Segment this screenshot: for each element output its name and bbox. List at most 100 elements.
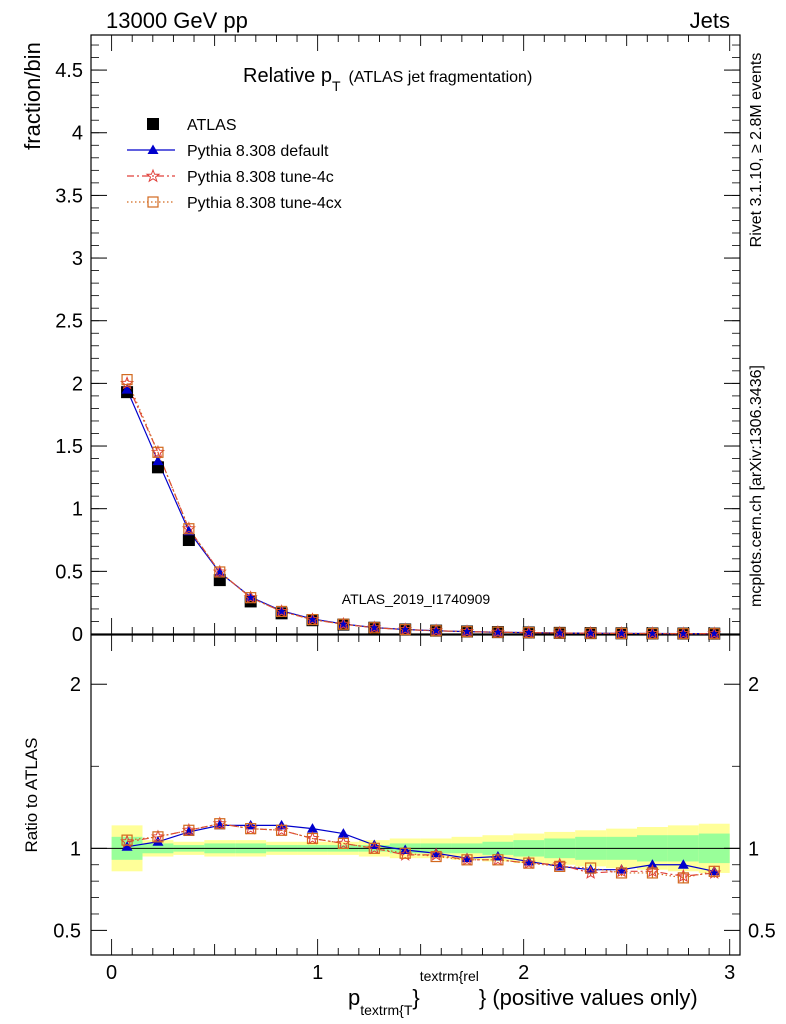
main-point-tune4cx xyxy=(368,622,380,634)
main-point-tune4c xyxy=(120,375,135,390)
main-ytick-label: 1 xyxy=(72,499,83,521)
main-plot-frame xyxy=(90,34,741,635)
ratio-point-tune4c xyxy=(243,821,258,835)
legend-label-tune4c: Pythia 8.308 tune-4c xyxy=(187,169,334,186)
main-point-tune4cx xyxy=(554,627,566,639)
legend-marker-tune4c xyxy=(145,168,161,183)
ratio-point-tune4cx xyxy=(368,842,380,854)
ratio-point-tune4c xyxy=(212,816,227,830)
ratio-point-tune4cx xyxy=(708,865,720,877)
main-ylabel: fraction/bin xyxy=(20,42,45,150)
x-axis-label-p: p xyxy=(348,985,360,1010)
ratio-point-tune4cx xyxy=(306,832,319,845)
legend-label-tune4cx: Pythia 8.308 tune-4cx xyxy=(187,195,342,212)
ratio-ytick-label: 2 xyxy=(70,674,81,696)
ratio-point-tune4c xyxy=(552,857,567,871)
main-ytick-label: 2.5 xyxy=(55,311,83,333)
main-ytick-label: 2 xyxy=(72,373,83,395)
main-point-tune4c xyxy=(521,625,536,639)
ratio-ytick-label-right: 1 xyxy=(748,838,759,860)
ratio-point-tune4c xyxy=(645,863,660,878)
ratio-point-tune4c xyxy=(490,852,505,866)
main-ytick-label: 0 xyxy=(72,624,83,646)
ratio-point-tune4c xyxy=(120,834,135,848)
xtick-label: 1 xyxy=(312,962,323,984)
ratio-point-tune4c xyxy=(398,847,413,861)
main-point-tune4cx xyxy=(214,566,226,578)
x-axis-label-sup: textrm{rel xyxy=(420,968,479,984)
main-point-tune4c xyxy=(676,626,691,640)
main-point-tune4cx xyxy=(337,618,349,630)
ratio-point-tune4cx xyxy=(523,857,535,869)
x-axis-label-brace: } xyxy=(412,985,419,1010)
ratio-point-tune4cx xyxy=(337,837,349,850)
header-left: 13000 GeV pp xyxy=(106,8,248,33)
main-point-tune4c xyxy=(614,626,629,640)
ratio-point-tune4cx xyxy=(121,834,133,846)
ratio-point-tune4cx xyxy=(615,867,628,879)
ratio-point-tune4cx xyxy=(677,872,689,884)
main-point-tune4cx xyxy=(492,626,504,638)
ratio-point-tune4c xyxy=(274,822,289,837)
ratio-ytick-label: 0.5 xyxy=(53,920,81,942)
ratio-point-tune4c xyxy=(459,852,475,866)
main-point-atlas xyxy=(182,534,195,547)
main-point-tune4c xyxy=(552,625,567,639)
ratio-point-tune4cx xyxy=(554,860,566,872)
main-ytick-label: 4 xyxy=(72,123,83,145)
main-point-tune4cx xyxy=(708,628,720,640)
x-axis-label-rest: } (positive values only) xyxy=(479,985,698,1010)
x-axis-label-sub: textrm{T xyxy=(360,1002,413,1018)
main-ytick-label: 4.5 xyxy=(55,60,83,82)
legend-label-atlas: ATLAS xyxy=(187,117,237,134)
ratio-point-tune4cx xyxy=(399,847,411,859)
analysis-watermark: ATLAS_2019_I1740909 xyxy=(342,591,491,607)
main-point-tune4c xyxy=(212,564,227,578)
ratio-point-tune4c xyxy=(676,868,691,883)
main-point-tune4c xyxy=(150,444,165,459)
ratio-ytick-label-right: 2 xyxy=(748,674,759,696)
main-point-tune4c xyxy=(274,604,289,618)
ratio-ytick-label: 1 xyxy=(70,838,81,860)
ratio-point-tune4cx xyxy=(430,850,442,863)
legend: ATLAS Pythia 8.308 default Pythia 8.308 … xyxy=(127,117,342,212)
main-point-tune4cx xyxy=(275,605,288,618)
main-point-default xyxy=(121,384,133,394)
ratio-point-tune4c xyxy=(614,863,629,878)
main-point-tune4cx xyxy=(245,592,257,604)
ratio-point-tune4c xyxy=(181,822,196,837)
main-ytick-label: 3.5 xyxy=(55,185,83,207)
ratio-point-default xyxy=(677,859,689,869)
legend-marker-tune4cx xyxy=(147,196,159,208)
main-point-tune4c xyxy=(429,623,444,637)
plot-title: Relative pT (ATLAS jet fragmentation) xyxy=(243,65,532,94)
ratio-ytick-label-right: 0.5 xyxy=(748,920,776,942)
main-point-tune4cx xyxy=(646,627,659,640)
main-point-tune4c xyxy=(490,624,505,639)
xtick-label: 2 xyxy=(518,962,529,984)
ratio-point-default xyxy=(152,836,164,846)
main-ytick-label: 3 xyxy=(72,248,83,270)
ratio-point-tune4c xyxy=(336,836,351,850)
ratio-plot-frame xyxy=(90,634,741,956)
main-point-tune4c xyxy=(367,620,382,634)
plot-title-detail: (ATLAS jet fragmentation) xyxy=(349,69,533,86)
main-ytick-label: 0.5 xyxy=(55,561,83,583)
plot-title-sub: T xyxy=(332,78,341,94)
main-point-tune4cx xyxy=(615,627,628,640)
ratio-point-tune4c xyxy=(521,855,536,870)
main-point-tune4c xyxy=(398,622,413,636)
main-point-tune4c xyxy=(305,612,320,626)
mcplots-text: mcplots.cern.ch [arXiv:1306.3436] xyxy=(748,365,765,607)
main-point-tune4c xyxy=(707,626,722,640)
main-point-tune4cx xyxy=(183,523,195,535)
ratio-point-tune4c xyxy=(429,847,444,861)
ratio-point-tune4cx xyxy=(492,854,504,866)
ratio-point-default xyxy=(121,841,133,851)
rivet-text: Rivet 3.1.10, ≥ 2.8M events xyxy=(748,53,765,248)
legend-label-default: Pythia 8.308 default xyxy=(187,143,329,160)
ratio-point-tune4c xyxy=(367,840,382,855)
main-point-tune4c xyxy=(336,616,351,631)
ratio-point-tune4cx xyxy=(214,818,226,830)
xtick-label: 3 xyxy=(724,962,735,984)
